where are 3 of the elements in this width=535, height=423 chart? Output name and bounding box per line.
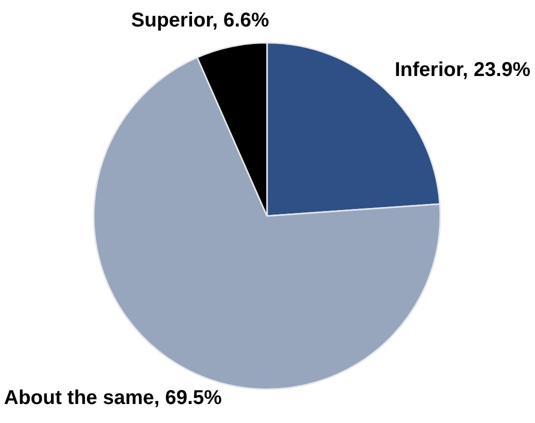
slice-label: Superior, 6.6% <box>131 10 270 32</box>
slice-label: About the same, 69.5% <box>4 387 222 410</box>
slice-label: Inferior, 23.9% <box>394 58 531 81</box>
